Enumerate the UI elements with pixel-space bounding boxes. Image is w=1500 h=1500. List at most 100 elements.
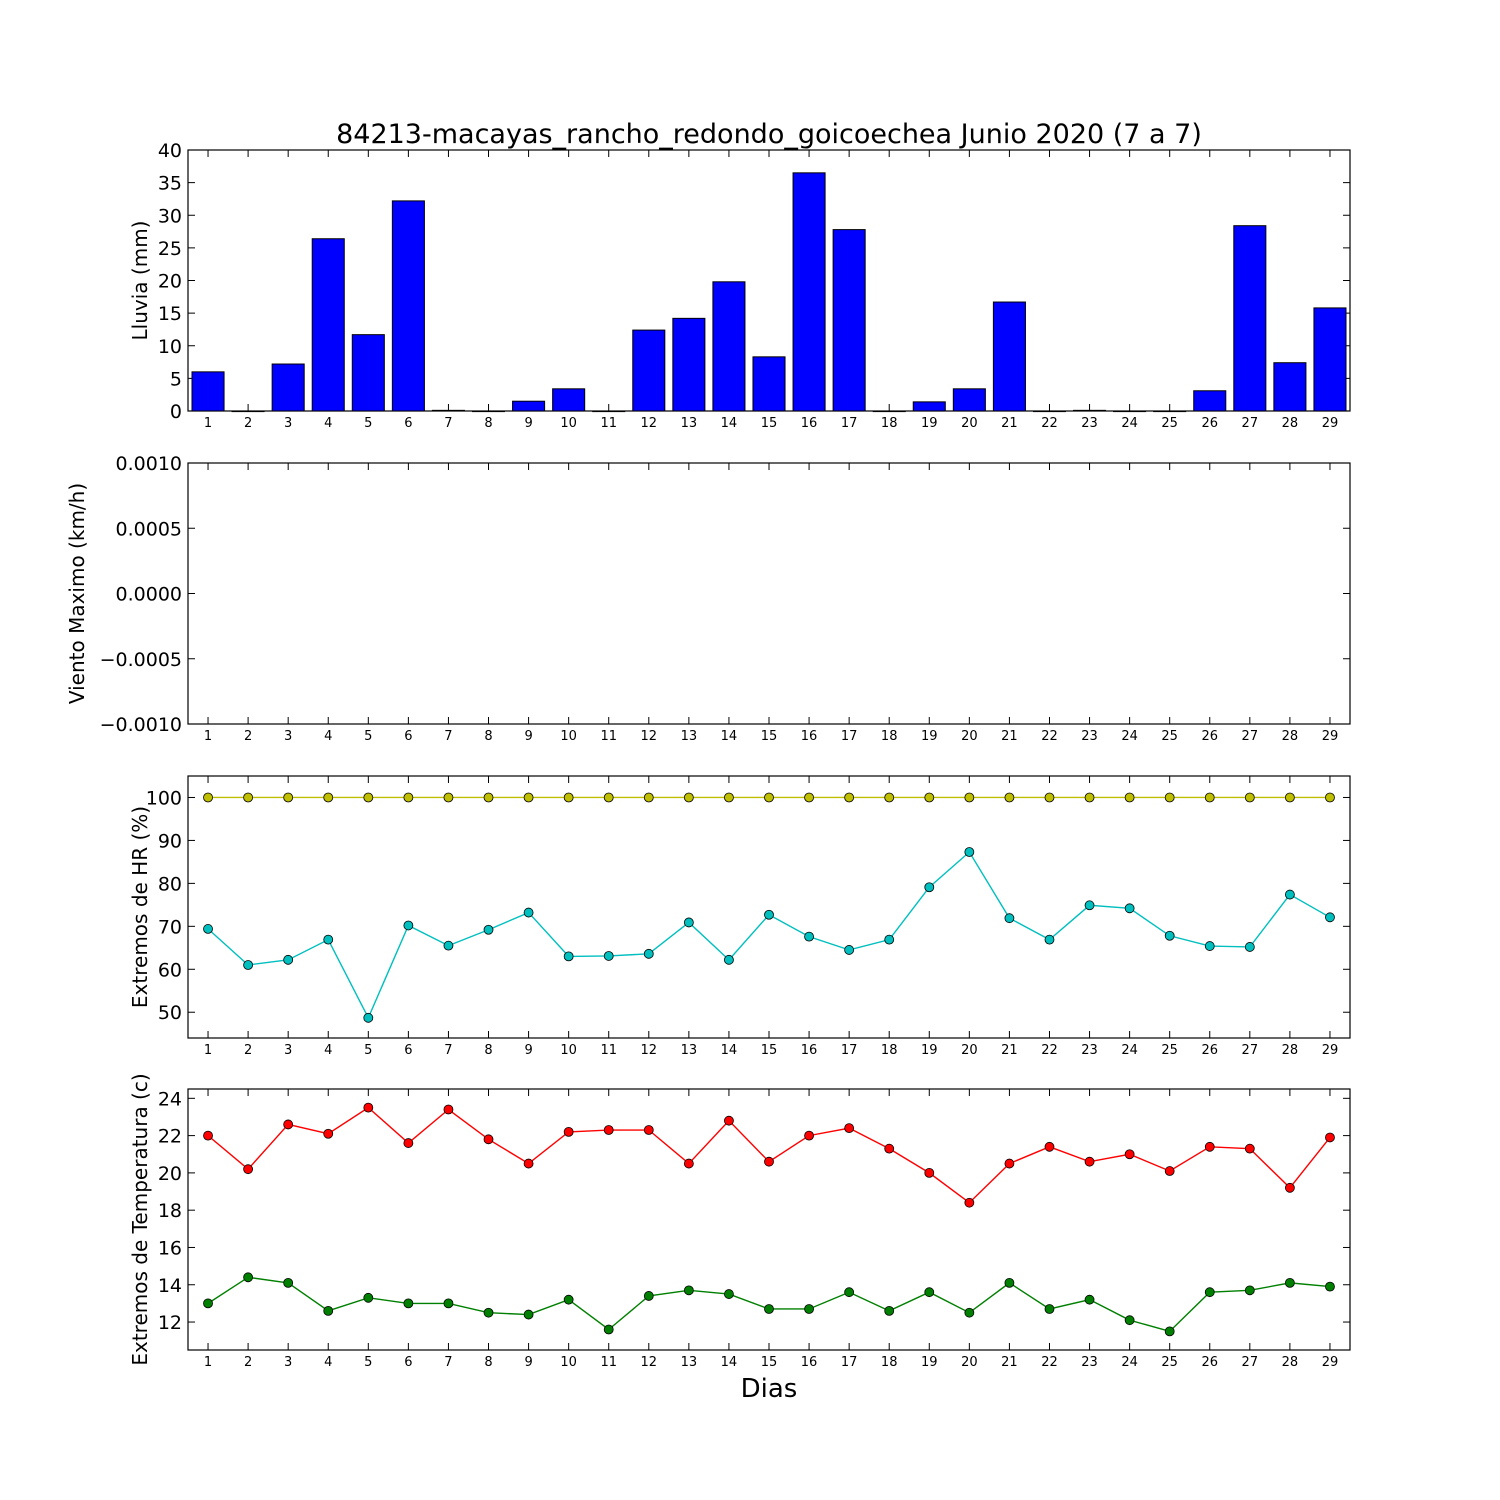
x-tick-label-hr: 29 xyxy=(1322,1043,1339,1058)
point-hr-0-day-6 xyxy=(403,792,414,803)
y-axis-label-temperatura: Extremos de Temperatura (c) xyxy=(128,1073,152,1365)
bar-day-29 xyxy=(1313,307,1347,412)
bar-day-1 xyxy=(191,371,225,412)
x-tick-label-temperatura: 1 xyxy=(204,1355,212,1370)
x-tick-label-lluvia: 1 xyxy=(204,416,212,431)
point-temperatura-0-day-17 xyxy=(844,1123,855,1134)
x-tick-label-lluvia: 28 xyxy=(1282,416,1299,431)
bar-day-26 xyxy=(1193,390,1227,412)
point-hr-0-day-21 xyxy=(1004,792,1015,803)
x-tick-label-hr: 10 xyxy=(560,1043,577,1058)
y-tick-label-temperatura: 12 xyxy=(158,1312,182,1334)
x-tick-label-hr: 2 xyxy=(244,1043,252,1058)
point-hr-0-day-28 xyxy=(1284,792,1295,803)
point-hr-0-day-29 xyxy=(1325,792,1335,803)
x-tick-label-lluvia: 6 xyxy=(404,416,412,431)
x-tick-label-temperatura: 21 xyxy=(1001,1355,1018,1370)
x-tick-label-hr: 26 xyxy=(1201,1043,1218,1058)
point-temperatura-0-day-10 xyxy=(563,1126,574,1137)
x-tick-label-viento: 26 xyxy=(1201,729,1218,744)
point-hr-0-day-18 xyxy=(884,792,895,803)
point-temperatura-1-day-20 xyxy=(964,1307,975,1318)
point-temperatura-1-day-21 xyxy=(1004,1277,1015,1288)
point-temperatura-0-day-7 xyxy=(443,1104,454,1115)
point-hr-1-day-18 xyxy=(884,934,895,945)
x-tick-label-viento: 18 xyxy=(881,729,898,744)
y-tick-label-temperatura: 16 xyxy=(158,1237,182,1259)
point-hr-0-day-22 xyxy=(1044,792,1055,803)
y-tick-label-lluvia: 35 xyxy=(158,173,182,195)
point-temperatura-1-day-24 xyxy=(1124,1315,1135,1326)
point-hr-0-day-1 xyxy=(203,792,213,803)
y-tick-label-temperatura: 18 xyxy=(158,1200,182,1222)
bar-day-7 xyxy=(431,409,465,412)
point-temperatura-1-day-26 xyxy=(1204,1287,1215,1298)
y-tick-label-viento: −0.0005 xyxy=(100,649,182,671)
point-hr-1-day-16 xyxy=(804,931,814,942)
point-temperatura-0-day-19 xyxy=(924,1167,935,1178)
x-tick-label-viento: 10 xyxy=(560,729,577,744)
x-tick-label-lluvia: 12 xyxy=(641,416,658,431)
x-tick-label-hr: 13 xyxy=(681,1043,698,1058)
point-hr-1-day-7 xyxy=(443,940,454,951)
x-tick-label-lluvia: 23 xyxy=(1081,416,1098,431)
chart-title: 84213-macayas_rancho_redondo_goicoechea … xyxy=(336,119,1202,150)
x-tick-label-temperatura: 15 xyxy=(761,1355,778,1370)
x-tick-label-lluvia: 21 xyxy=(1001,416,1018,431)
point-temperatura-1-day-12 xyxy=(643,1291,654,1301)
bar-day-10 xyxy=(552,388,586,412)
x-tick-label-lluvia: 15 xyxy=(761,416,778,431)
point-temperatura-0-day-23 xyxy=(1084,1156,1095,1167)
y-tick-label-lluvia: 30 xyxy=(158,205,182,227)
x-tick-label-viento: 4 xyxy=(324,729,332,744)
x-tick-label-temperatura: 12 xyxy=(641,1355,658,1370)
point-hr-0-day-24 xyxy=(1124,792,1135,803)
point-temperatura-1-day-5 xyxy=(363,1292,374,1303)
x-tick-label-lluvia: 24 xyxy=(1121,416,1138,431)
point-hr-1-day-11 xyxy=(603,951,614,961)
point-temperatura-1-day-13 xyxy=(683,1285,694,1296)
point-hr-0-day-16 xyxy=(804,792,814,803)
x-tick-label-hr: 16 xyxy=(801,1043,818,1058)
point-temperatura-1-day-10 xyxy=(563,1294,574,1305)
point-temperatura-1-day-9 xyxy=(523,1309,534,1320)
x-tick-label-lluvia: 3 xyxy=(284,416,292,431)
point-temperatura-1-day-23 xyxy=(1084,1294,1095,1305)
point-hr-1-day-12 xyxy=(643,948,654,959)
y-tick-label-lluvia: 20 xyxy=(158,271,182,293)
x-tick-label-viento: 15 xyxy=(761,729,778,744)
point-temperatura-1-day-1 xyxy=(203,1298,213,1309)
x-tick-label-temperatura: 8 xyxy=(484,1355,492,1370)
x-tick-label-viento: 20 xyxy=(961,729,978,744)
point-hr-1-day-17 xyxy=(844,945,855,955)
point-hr-1-day-27 xyxy=(1244,942,1255,952)
y-tick-label-temperatura: 24 xyxy=(158,1088,182,1110)
point-hr-0-day-12 xyxy=(643,792,654,803)
x-tick-label-hr: 9 xyxy=(524,1043,532,1058)
x-tick-label-viento: 5 xyxy=(364,729,372,744)
x-tick-label-lluvia: 14 xyxy=(721,416,738,431)
y-tick-label-temperatura: 22 xyxy=(158,1126,182,1148)
point-temperatura-0-day-1 xyxy=(203,1130,213,1141)
point-temperatura-0-day-25 xyxy=(1164,1166,1175,1176)
point-temperatura-1-day-22 xyxy=(1044,1304,1055,1314)
bar-day-18 xyxy=(872,410,906,413)
bar-day-19 xyxy=(912,401,946,412)
point-hr-1-day-29 xyxy=(1325,912,1335,923)
point-hr-1-day-4 xyxy=(323,934,334,945)
x-tick-label-temperatura: 11 xyxy=(600,1355,617,1370)
point-hr-1-day-3 xyxy=(283,954,294,965)
x-tick-label-viento: 11 xyxy=(600,729,617,744)
y-tick-label-temperatura: 20 xyxy=(158,1163,182,1185)
point-hr-1-day-23 xyxy=(1084,900,1095,911)
x-tick-label-hr: 23 xyxy=(1081,1043,1098,1058)
point-temperatura-0-day-5 xyxy=(363,1102,374,1113)
point-hr-1-day-9 xyxy=(523,907,534,918)
y-tick-label-lluvia: 5 xyxy=(170,368,182,390)
y-tick-label-viento: −0.0010 xyxy=(100,714,182,736)
point-temperatura-1-day-2 xyxy=(243,1272,254,1283)
